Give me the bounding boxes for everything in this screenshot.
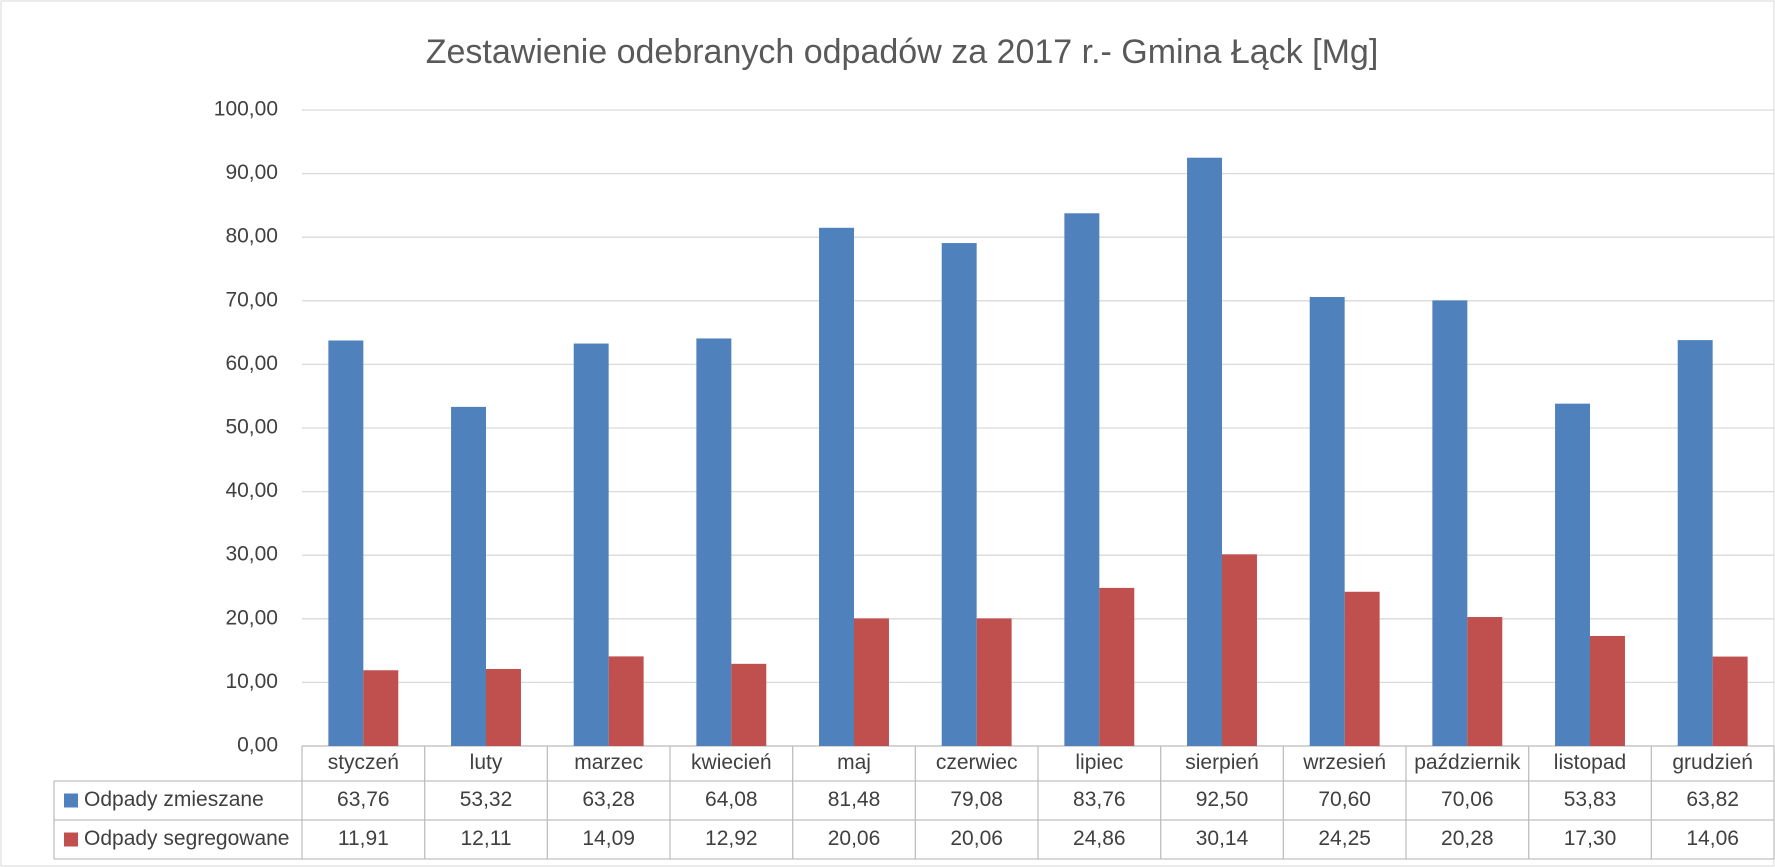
table-value: 24,25 <box>1318 827 1371 850</box>
bar <box>1590 635 1625 746</box>
x-tick-label: styczeń <box>328 751 399 774</box>
bar <box>486 668 521 746</box>
table-value: 70,06 <box>1441 788 1494 811</box>
y-tick-label: 0,00 <box>237 734 278 757</box>
table-value: 20,06 <box>828 827 881 850</box>
table-value: 14,06 <box>1686 827 1739 850</box>
y-tick-label: 30,00 <box>225 543 278 566</box>
table-value: 53,83 <box>1564 788 1617 811</box>
table-value: 92,50 <box>1196 788 1249 811</box>
y-tick-label: 90,00 <box>225 161 278 184</box>
x-tick-label: kwiecień <box>691 751 772 774</box>
bar <box>941 243 977 746</box>
table-value: 53,32 <box>460 788 513 811</box>
bar <box>1467 617 1503 746</box>
table-value: 63,82 <box>1686 788 1739 811</box>
y-tick-label: 70,00 <box>225 288 278 311</box>
bar <box>1555 403 1590 746</box>
bar <box>1309 296 1345 746</box>
legend-label: Odpady zmieszane <box>84 788 264 811</box>
bar <box>1187 157 1222 746</box>
y-tick-label: 60,00 <box>225 352 278 375</box>
bar <box>731 663 767 746</box>
x-tick-label: listopad <box>1554 751 1626 774</box>
table-value: 79,08 <box>950 788 1003 811</box>
table-value: 24,86 <box>1073 827 1126 850</box>
table-value: 63,76 <box>337 788 390 811</box>
bar <box>363 670 399 746</box>
x-tick-label: sierpień <box>1185 751 1259 774</box>
bar <box>608 656 644 746</box>
legend-label: Odpady segregowane <box>84 827 289 850</box>
table-value: 70,60 <box>1318 788 1371 811</box>
table-value: 17,30 <box>1564 827 1617 850</box>
x-tick-label: maj <box>837 751 871 774</box>
bar <box>1344 591 1380 746</box>
bar <box>1064 213 1100 747</box>
table-value: 63,28 <box>582 788 635 811</box>
y-tick-label: 40,00 <box>225 479 278 502</box>
x-tick-label: marzec <box>574 751 643 774</box>
bar <box>854 618 889 746</box>
x-tick-label: lipiec <box>1075 751 1123 774</box>
bar <box>451 406 486 746</box>
table-value: 81,48 <box>828 788 881 811</box>
table-value: 64,08 <box>705 788 758 811</box>
bar <box>1712 656 1748 746</box>
x-tick-label: wrzesień <box>1302 751 1386 774</box>
bar <box>1222 554 1257 746</box>
bar <box>1432 300 1468 746</box>
table-value: 12,92 <box>705 827 758 850</box>
legend-swatch <box>64 793 78 808</box>
table-value: 20,28 <box>1441 827 1494 850</box>
x-tick-label: czerwiec <box>936 751 1018 774</box>
bar <box>976 618 1012 746</box>
legend-swatch <box>64 832 78 847</box>
y-tick-label: 80,00 <box>225 225 278 248</box>
bar <box>819 227 854 746</box>
bar <box>328 340 364 746</box>
table-value: 83,76 <box>1073 788 1126 811</box>
table-value: 11,91 <box>338 827 389 850</box>
table-value: 20,06 <box>950 827 1003 850</box>
y-tick-label: 10,00 <box>225 670 278 693</box>
x-tick-label: grudzień <box>1672 751 1753 774</box>
bar <box>573 343 609 746</box>
y-tick-label: 20,00 <box>225 606 278 629</box>
x-tick-label: październik <box>1414 751 1521 774</box>
y-tick-label: 100,00 <box>214 98 278 121</box>
chart-title: Zestawienie odebranych odpadów za 2017 r… <box>426 33 1379 71</box>
x-tick-label: luty <box>470 751 503 774</box>
bar <box>696 338 732 746</box>
table-value: 14,09 <box>582 827 635 850</box>
table-value: 30,14 <box>1196 827 1249 850</box>
y-tick-label: 50,00 <box>225 416 278 439</box>
table-value: 12,11 <box>461 827 512 850</box>
bar <box>1677 340 1713 746</box>
bar <box>1099 587 1135 746</box>
